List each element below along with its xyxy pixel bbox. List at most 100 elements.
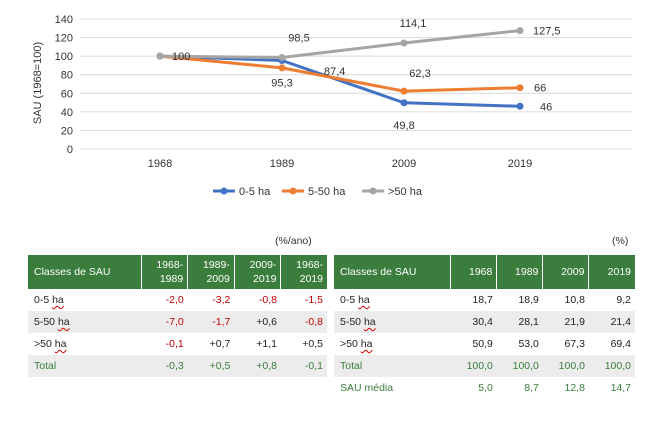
data-point — [400, 39, 408, 47]
table-cell: -1,5 — [304, 294, 323, 306]
series-line — [159, 54, 521, 108]
header-cell: 2009- 2019 — [234, 255, 282, 289]
table-row: 5-50 ha 30,4 28,1 21,9 21,4 — [334, 311, 635, 333]
series-line — [159, 29, 521, 60]
y-tick-label: 60 — [61, 88, 73, 100]
row-label: 0-5 ha — [340, 294, 370, 306]
table-cell: -0,8 — [280, 311, 327, 333]
table-cell: 67,3 — [564, 338, 585, 350]
legend-label: >50 ha — [388, 186, 423, 198]
table-row: >50 ha 50,9 53,0 67,3 69,4 — [334, 333, 635, 355]
table-cell: 100,0 — [496, 355, 543, 377]
table-cell: +0,5 — [187, 355, 235, 377]
table-cell: 14,7 — [610, 382, 631, 394]
row-label: >50 ha — [340, 338, 373, 350]
table-cell: 10,8 — [564, 294, 585, 306]
header-label: Classes de SAU — [334, 255, 452, 289]
table-cell: -0,3 — [141, 355, 188, 377]
left-table-unit: (%/ano) — [275, 235, 312, 247]
header-cell: 2019 — [588, 255, 635, 289]
legend-marker — [289, 187, 297, 195]
row-label: Total — [28, 355, 142, 377]
table-cell: 12,8 — [564, 382, 585, 394]
table-cell: 8,7 — [524, 382, 539, 394]
share-table: Classes de SAU 1968 1989 2009 2019 0-5 ha 18,… — [334, 255, 635, 399]
row-label: 5-50 ha — [334, 311, 451, 333]
table-row: >50 ha -0,1 +0,7 +1,1 +0,5 — [28, 333, 327, 355]
data-point — [516, 27, 524, 35]
data-label: 46 — [540, 101, 552, 113]
x-tick-label: 2019 — [508, 158, 532, 170]
header-cell: 2009 — [542, 255, 590, 289]
header-cell: 1968- 2019 — [280, 255, 327, 289]
header-cell: 1989 — [496, 255, 544, 289]
x-tick-label: 1968 — [148, 158, 172, 170]
table-cell: -0,8 — [258, 294, 277, 306]
table-cell: 53,0 — [518, 338, 539, 350]
table-cell: -7,0 — [141, 311, 188, 333]
table-cell: -1,7 — [187, 311, 235, 333]
y-tick-label: 20 — [61, 125, 73, 137]
data-label: 62,3 — [409, 68, 430, 80]
row-label: SAU média — [340, 382, 394, 394]
table-cell: 28,1 — [496, 311, 543, 333]
data-label: 66 — [534, 83, 546, 95]
table-cell: 21,9 — [542, 311, 589, 333]
data-point — [156, 52, 164, 60]
table-cell: 30,4 — [450, 311, 497, 333]
table-row: 0-5 ha -2,0 -3,2 -0,8 -1,5 — [28, 289, 327, 311]
table-cell: 21,4 — [588, 311, 635, 333]
header-cell: 1968 — [450, 255, 498, 289]
table-row: 5-50 ha -7,0 -1,7 +0,6 -0,8 — [28, 311, 327, 333]
table-cell: -0,1 — [280, 355, 327, 377]
line-chart: 0 20 40 60 80 100 120 140 1968 1989 2009 2019 SAU … — [32, 14, 632, 198]
x-tick-label: 1989 — [270, 158, 294, 170]
header-cell: 1989- 2009 — [187, 255, 235, 289]
table-cell: 100,0 — [542, 355, 589, 377]
data-label: 95,3 — [271, 78, 292, 90]
row-label: Total — [334, 355, 451, 377]
data-label: 114,1 — [400, 18, 427, 30]
y-axis-title: SAU (1968=100) — [32, 42, 44, 124]
data-label: 100 — [172, 51, 190, 63]
table-cell: -3,2 — [212, 294, 231, 306]
header-label: Classes de SAU — [28, 255, 142, 289]
data-point — [516, 84, 524, 92]
table-cell: 100,0 — [450, 355, 497, 377]
row-label: 0-5 ha — [34, 294, 64, 306]
data-point — [278, 54, 286, 62]
table-cell: +0,6 — [234, 311, 281, 333]
data-label: 87,4 — [324, 66, 345, 78]
table-cell: 50,9 — [472, 338, 493, 350]
data-point — [400, 99, 408, 107]
data-label: 98,5 — [288, 33, 309, 45]
header-cell: 1968- 1989 — [141, 255, 189, 289]
y-tick-label: 0 — [67, 144, 73, 156]
y-tick-label: 140 — [55, 14, 73, 26]
row-label: >50 ha — [34, 338, 67, 350]
table-cell: +0,5 — [302, 338, 323, 350]
legend-label: 0-5 ha — [239, 186, 271, 198]
growth-rate-table: Classes de SAU 1968- 1989 1989- 2009 2009- 201… — [28, 255, 327, 377]
table-cell: -0,1 — [165, 338, 184, 350]
legend-marker — [220, 187, 228, 195]
table-row: 0-5 ha 18,7 18,9 10,8 9,2 — [334, 289, 635, 311]
data-point — [278, 64, 286, 72]
data-point — [400, 87, 408, 95]
table-row: SAU média 5,0 8,7 12,8 14,7 — [334, 377, 635, 399]
series-line — [159, 54, 521, 93]
data-point — [516, 102, 524, 110]
table-cell: +0,8 — [234, 355, 281, 377]
y-tick-label: 100 — [55, 51, 73, 63]
table-cell: 100,0 — [588, 355, 635, 377]
data-label: 127,5 — [533, 26, 561, 38]
table-cell: 18,7 — [472, 294, 493, 306]
y-tick-label: 80 — [61, 70, 73, 82]
table-cell: +1,1 — [256, 338, 277, 350]
right-table-unit: (%) — [612, 235, 629, 247]
table-cell: -2,0 — [165, 294, 184, 306]
row-label: 5-50 ha — [28, 311, 142, 333]
table-cell: 69,4 — [610, 338, 631, 350]
table-cell: +0,7 — [209, 338, 231, 350]
legend-label: 5-50 ha — [308, 186, 346, 198]
